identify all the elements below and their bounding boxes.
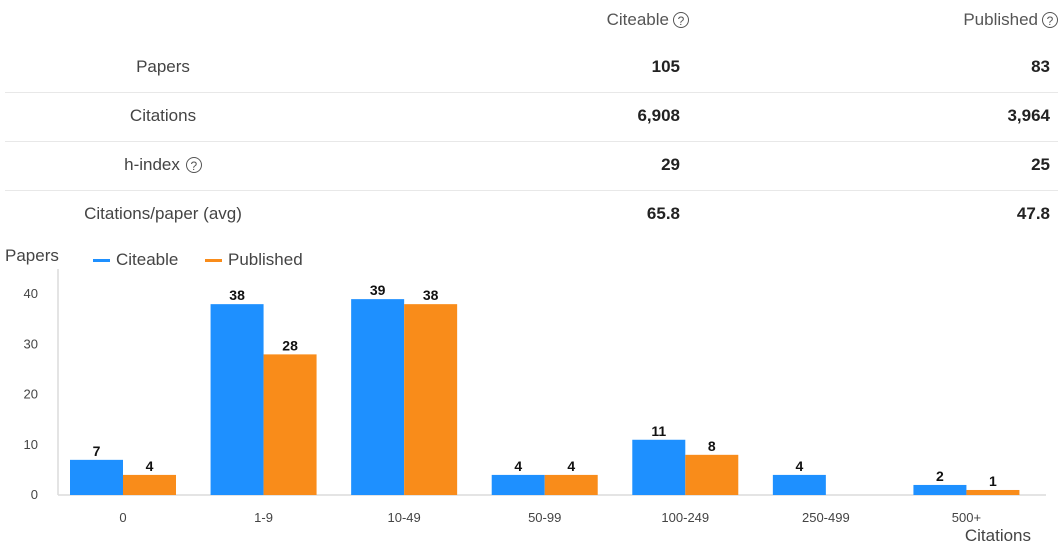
bar-published [123,474,176,495]
x-tick-label: 1-9 [254,510,273,525]
papers-by-citations-chart: Papers Citations Citeable Published 0102… [5,246,1046,545]
x-tick-label: 100-249 [661,510,709,525]
published-value: 83 [1031,57,1050,76]
bar-published [263,354,317,495]
bar-value-label: 11 [651,423,666,439]
citeable-value: 105 [651,57,680,76]
bar-value-label: 4 [567,458,575,474]
bar-value-label: 4 [795,458,803,474]
stats-row-citations-per-paper: Citations/paper (avg) 65.8 47.8 [5,191,1058,239]
stats-header: Citeable ? Published ? [5,0,1058,44]
bar-value-label: 2 [936,468,944,484]
y-tick-label: 0 [31,487,38,502]
published-value: 47.8 [1016,204,1050,223]
y-tick-label: 20 [24,387,38,402]
y-tick-label: 30 [24,336,38,351]
x-tick-label: 10-49 [388,510,421,525]
published-value: 3,964 [1007,106,1050,125]
column-header-citeable-label: Citeable [606,10,669,29]
bar-citeable [70,459,123,495]
y-tick-label: 10 [24,437,38,452]
row-label: Citations [5,106,321,126]
bar-citeable [210,304,264,495]
row-label: Citations/paper (avg) [5,204,321,224]
bar-value-label: 4 [146,458,154,474]
published-value: 25 [1031,155,1050,174]
x-axis-title: Citations [965,526,1031,545]
x-tick-label: 0 [119,510,126,525]
column-header-citeable: Citeable ? [607,10,689,30]
bar-citeable [913,484,967,495]
citeable-value: 6,908 [637,106,680,125]
legend-item-published[interactable]: Published [205,250,303,269]
column-header-published-label: Published [963,10,1038,29]
y-tick-label: 40 [24,286,38,301]
bar-value-label: 38 [229,287,245,303]
citeable-value: 29 [661,155,680,174]
bar-value-label: 39 [370,282,386,298]
x-tick-label: 50-99 [528,510,561,525]
help-circle-icon[interactable]: ? [185,157,202,173]
x-tick-label: 250-499 [802,510,850,525]
bar-value-label: 1 [989,473,997,489]
row-label-text: Citations/paper (avg) [84,204,242,223]
stats-row-citations: Citations 6,908 3,964 [5,93,1058,142]
bar-published [685,454,739,495]
legend-label-citeable: Citeable [116,250,178,269]
help-circle-icon[interactable]: ? [1042,12,1058,28]
legend: Citeable Published [93,250,303,269]
bar-value-label: 38 [423,287,439,303]
legend-swatch-published [205,259,222,262]
x-tick-label: 500+ [952,510,981,525]
y-axis-title: Papers [5,246,59,265]
bar-published [404,304,458,495]
column-header-published: Published ? [963,10,1058,30]
row-label-text: h-index [124,155,180,174]
row-label-text: Papers [136,57,190,76]
row-label-text: Citations [129,106,197,125]
bar-published [966,489,1020,495]
stats-row-papers: Papers 105 83 [5,44,1058,93]
bar-value-label: 8 [708,438,716,454]
bar-citeable [632,439,686,495]
stats-row-h-index: h-index ? 29 25 [5,142,1058,191]
bar-published [544,474,598,495]
legend-swatch-citeable [93,259,110,262]
bar-value-label: 28 [282,337,298,353]
legend-item-citeable[interactable]: Citeable [93,250,178,269]
row-label: h-index ? [5,155,321,175]
stats-table: Citeable ? Published ? Papers 105 83 Cit… [5,0,1058,239]
bar-value-label: 7 [93,443,101,459]
citeable-value: 65.8 [646,204,680,223]
row-label: Papers [5,57,321,77]
help-circle-icon[interactable]: ? [673,12,689,28]
legend-label-published: Published [228,250,303,269]
bar-citeable [772,474,826,495]
bar-value-label: 4 [514,458,522,474]
bar-citeable [491,474,545,495]
bar-citeable [351,299,405,495]
